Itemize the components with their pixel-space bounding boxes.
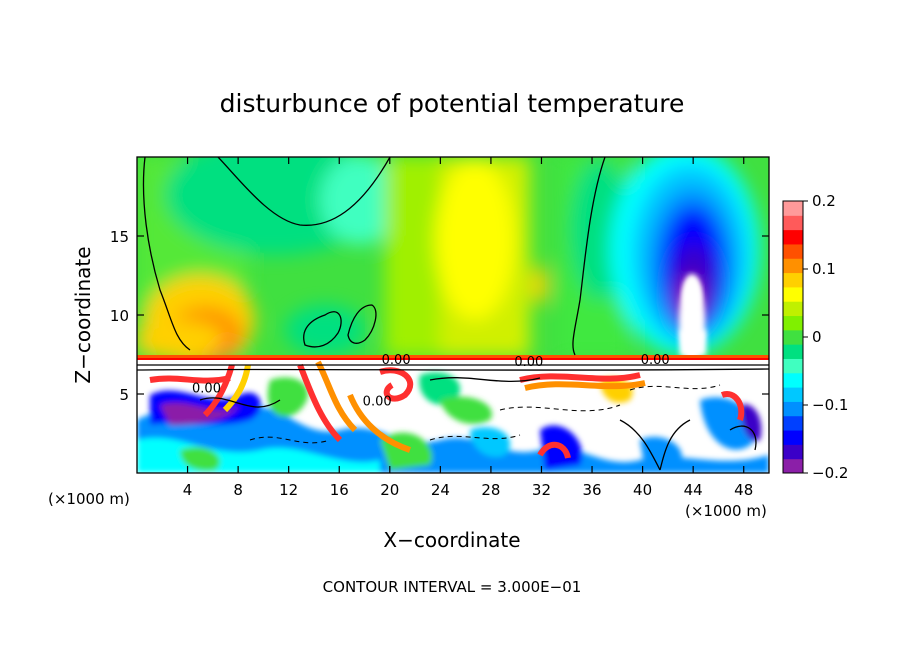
colorbar-tick-label: 0 <box>812 328 822 346</box>
colorbar-swatch <box>783 401 803 417</box>
colorbar-tick-label: −0.1 <box>812 396 848 414</box>
x-tick-label: 32 <box>532 481 551 499</box>
x-tick-label: 36 <box>582 481 601 499</box>
contour-label: 0.00 <box>641 353 670 368</box>
chart-title: disturbunce of potential temperature <box>220 89 685 118</box>
x-tick-label: 4 <box>183 481 193 499</box>
colorbar-swatch <box>783 430 803 445</box>
colorbar-tick-label: −0.2 <box>812 464 848 482</box>
x-unit-label-right: (×1000 m) <box>685 502 767 520</box>
colorbar-swatch <box>783 415 803 431</box>
colorbar-swatch <box>783 272 803 288</box>
colorbar-swatch <box>783 243 803 259</box>
contour-interval-note: CONTOUR INTERVAL = 3.000E−01 <box>323 578 582 596</box>
colorbar-tick-label: 0.2 <box>812 192 836 210</box>
y-tick-label: 10 <box>110 307 129 325</box>
colorbar-swatch <box>783 301 803 317</box>
contour-label: 0.00 <box>514 355 543 370</box>
colorbar-swatch <box>783 315 803 331</box>
contour-labels: 0.00 0.00 0.00 0.00 0.00 <box>192 353 670 409</box>
x-tick-label: 20 <box>380 481 399 499</box>
colorbar-swatch <box>783 458 803 474</box>
heatmap-field <box>137 157 769 473</box>
x-tick-label: 24 <box>431 481 450 499</box>
x-tick-label: 16 <box>330 481 349 499</box>
colorbar-tick-label: 0.1 <box>812 260 836 278</box>
y-axis: 5 10 15 <box>110 228 769 404</box>
x-unit-label-left: (×1000 m) <box>48 490 130 508</box>
y-tick-label: 5 <box>119 386 129 404</box>
x-tick-label: 48 <box>734 481 753 499</box>
y-axis-label: Z−coordinate <box>71 246 95 383</box>
colorbar-swatch <box>783 387 803 402</box>
x-tick-label: 44 <box>684 481 703 499</box>
x-axis-label: X−coordinate <box>383 528 520 552</box>
colorbar <box>782 200 804 474</box>
x-tick-label: 40 <box>633 481 652 499</box>
x-tick-label: 28 <box>481 481 500 499</box>
colorbar-swatch <box>783 229 803 245</box>
colorbar-swatch <box>783 372 803 388</box>
x-axis: 4 8 12 16 20 24 28 32 36 40 44 48 <box>183 157 753 499</box>
colorbar-swatch <box>783 286 803 302</box>
colorbar-swatch <box>783 201 803 216</box>
colorbar-swatch <box>783 358 803 374</box>
colorbar-axis: 0.2 0.1 0 −0.1 −0.2 <box>803 192 848 482</box>
colorbar-swatch <box>783 215 803 231</box>
colorbar-swatch <box>783 344 803 359</box>
colorbar-swatch <box>783 258 803 274</box>
contour-label: 0.00 <box>192 382 221 397</box>
x-tick-label: 8 <box>233 481 243 499</box>
contour-label: 0.00 <box>382 353 411 368</box>
colorbar-swatch <box>783 444 803 460</box>
y-tick-label: 15 <box>110 228 129 246</box>
contour-label: 0.00 <box>363 394 392 409</box>
colorbar-swatch <box>783 329 803 345</box>
x-tick-label: 12 <box>279 481 298 499</box>
